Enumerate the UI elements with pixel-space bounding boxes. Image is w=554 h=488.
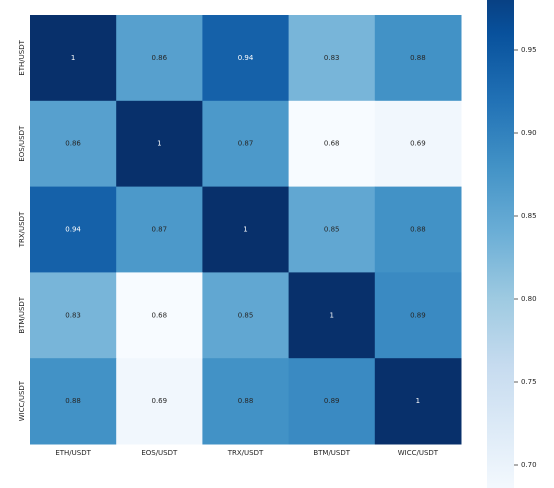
cell-label: 1 <box>329 311 333 319</box>
heatmap-cell <box>202 15 290 102</box>
cell-label: 0.68 <box>324 140 340 148</box>
heatmap-cell <box>202 272 290 359</box>
cell-label: 0.88 <box>410 54 426 62</box>
cell-label: 0.94 <box>238 54 254 62</box>
heatmap-cell <box>30 15 117 102</box>
heatmap-cell <box>202 100 290 188</box>
heatmap-cell <box>288 100 376 188</box>
heatmap-cell <box>288 272 376 359</box>
cell-label: 0.87 <box>238 140 254 148</box>
cell-label: 0.69 <box>152 397 168 405</box>
colorbar-tick-label: 0.85 <box>521 212 537 220</box>
heatmap-cell <box>202 358 290 445</box>
colorbar-tick-label: 0.80 <box>521 295 537 303</box>
cell-label: 0.88 <box>238 397 254 405</box>
cell-label: 0.86 <box>65 140 81 148</box>
cell-label: 0.68 <box>152 311 168 319</box>
heatmap-cell <box>202 186 290 273</box>
x-tick-label: EOS/USDT <box>141 449 178 457</box>
colorbar-tick-label: 0.95 <box>521 46 537 54</box>
cell-label: 0.87 <box>152 226 168 234</box>
heatmap-cell <box>374 100 462 188</box>
heatmap-cell <box>116 186 203 273</box>
heatmap-cell <box>374 15 462 102</box>
cell-label: 0.88 <box>410 226 426 234</box>
heatmap-cell <box>116 272 203 359</box>
y-tick-label: ETH/USDT <box>18 39 26 75</box>
cell-label: 0.85 <box>238 311 254 319</box>
heatmap-cell <box>374 272 462 359</box>
cell-label: 0.94 <box>65 226 81 234</box>
x-tick-label: ETH/USDT <box>55 449 91 457</box>
cell-label: 0.88 <box>65 397 81 405</box>
cell-label: 0.85 <box>324 226 340 234</box>
cell-label: 1 <box>157 140 161 148</box>
y-tick-label: WICC/USDT <box>18 380 26 421</box>
cell-label: 0.83 <box>324 54 340 62</box>
heatmap-cell <box>30 358 117 445</box>
colorbar-tick-label: 0.90 <box>521 129 537 137</box>
cell-label: 0.89 <box>324 397 340 405</box>
heatmap-cell <box>30 272 117 359</box>
cell-label: 1 <box>416 397 420 405</box>
colorbar <box>487 0 514 488</box>
heatmap-cell <box>288 186 376 273</box>
heatmap-cell <box>116 358 203 445</box>
heatmap-cell <box>288 358 376 445</box>
x-tick-label: TRX/USDT <box>227 449 264 457</box>
heatmap-cell <box>30 186 117 273</box>
heatmap-cell <box>30 100 117 188</box>
cell-label: 1 <box>71 54 75 62</box>
x-tick-label: WICC/USDT <box>398 449 439 457</box>
cell-label: 0.89 <box>410 311 426 319</box>
heatmap-cell <box>116 15 203 102</box>
heatmap-cell <box>288 15 376 102</box>
y-tick-label: BTM/USDT <box>18 296 26 333</box>
cell-label: 0.86 <box>152 54 168 62</box>
heatmap-cell <box>374 358 462 445</box>
heatmap-cell <box>374 186 462 273</box>
colorbar-tick-label: 0.70 <box>521 461 537 469</box>
x-tick-label: BTM/USDT <box>313 449 350 457</box>
cell-label: 0.83 <box>65 311 81 319</box>
cell-label: 0.69 <box>410 140 426 148</box>
heatmap-cell <box>116 100 203 188</box>
y-tick-label: TRX/USDT <box>18 211 26 248</box>
cell-label: 1 <box>243 226 247 234</box>
y-tick-label: EOS/USDT <box>18 125 26 162</box>
colorbar-tick-label: 0.75 <box>521 378 537 386</box>
